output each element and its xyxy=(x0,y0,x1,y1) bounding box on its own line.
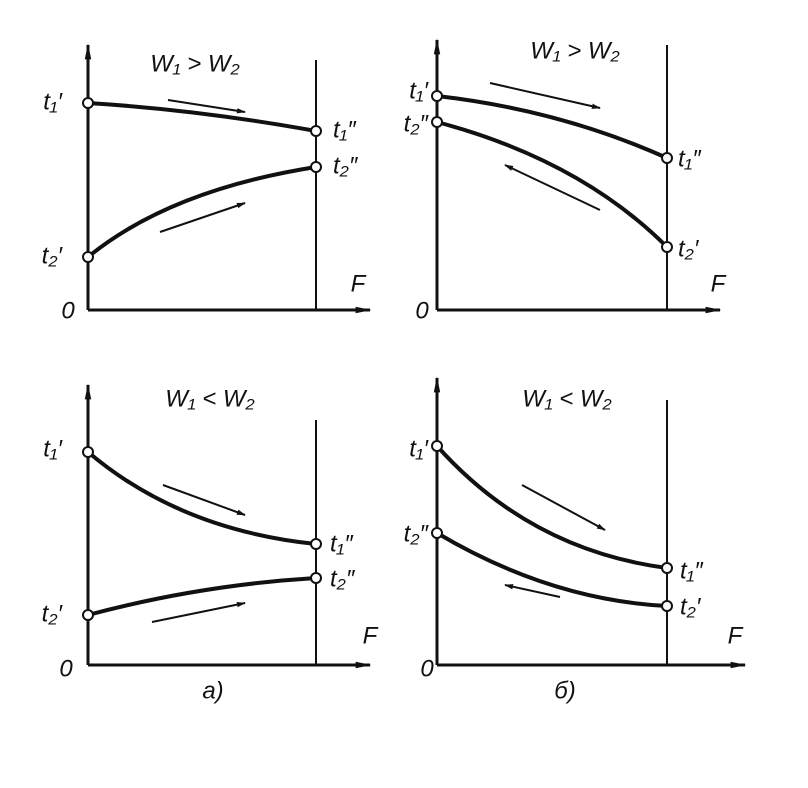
origin: 0 xyxy=(59,655,73,682)
condition: W₁ < W₂ xyxy=(522,385,611,412)
condition: W₁ > W₂ xyxy=(530,37,619,64)
flow-arrow xyxy=(489,82,601,109)
point xyxy=(661,241,673,253)
origin: 0 xyxy=(61,297,75,324)
point-label: t₁″ xyxy=(333,116,357,143)
temperature-curve xyxy=(436,120,669,249)
point xyxy=(82,251,94,263)
point-label: t₂″ xyxy=(404,520,430,547)
point xyxy=(82,446,94,458)
point-label: t₁″ xyxy=(680,557,704,584)
axis-label: F xyxy=(711,270,727,297)
point xyxy=(431,440,443,452)
caption: а) xyxy=(202,677,223,704)
flow-arrow xyxy=(162,484,246,516)
temperature-curve xyxy=(436,94,668,160)
point xyxy=(310,125,322,137)
caption: б) xyxy=(554,677,576,704)
temperature-curve xyxy=(87,101,317,133)
origin: 0 xyxy=(415,297,429,324)
point-label: t₁″ xyxy=(678,145,702,172)
point-label: t₂″ xyxy=(404,110,430,137)
flow-arrow xyxy=(504,164,601,211)
flow-arrow xyxy=(159,202,246,233)
temperature-curve xyxy=(435,531,668,608)
temperature-curve xyxy=(86,450,317,546)
flow-arrow xyxy=(167,99,246,114)
point-label: t₁′ xyxy=(43,435,63,462)
point-label: t₁′ xyxy=(409,435,429,462)
point-label: t₁′ xyxy=(409,77,429,104)
axis-label: F xyxy=(363,622,379,649)
point xyxy=(82,609,94,621)
point xyxy=(310,572,322,584)
point xyxy=(82,97,94,109)
point-label: t₂′ xyxy=(42,242,64,269)
point xyxy=(661,152,673,164)
axis-label: F xyxy=(728,622,744,649)
point-label: t₁″ xyxy=(330,530,354,557)
flow-arrow xyxy=(521,484,606,531)
temperature-curve xyxy=(86,165,317,259)
flow-arrow xyxy=(504,584,561,598)
flow-arrow xyxy=(151,601,246,623)
point-label: t₂″ xyxy=(330,565,356,592)
temperature-curve xyxy=(435,444,668,570)
point xyxy=(431,116,443,128)
axis-label: F xyxy=(351,270,367,297)
temperature-curve xyxy=(87,576,317,617)
point xyxy=(661,600,673,612)
point-label: t₁′ xyxy=(43,88,63,115)
point-label: t₂′ xyxy=(680,593,702,620)
point xyxy=(431,90,443,102)
point xyxy=(661,562,673,574)
point-label: t₂′ xyxy=(42,600,64,627)
origin: 0 xyxy=(420,655,434,682)
point-label: t₂″ xyxy=(333,152,359,179)
point xyxy=(431,527,443,539)
condition: W₁ > W₂ xyxy=(150,50,239,77)
point xyxy=(310,538,322,550)
point-label: t₂′ xyxy=(678,235,700,262)
condition: W₁ < W₂ xyxy=(165,385,254,412)
point xyxy=(310,161,322,173)
